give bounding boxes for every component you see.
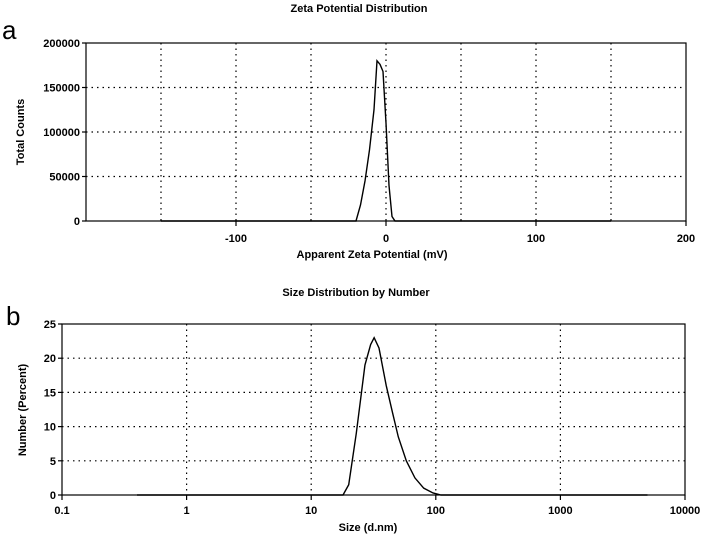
y-tick-label: 50000: [49, 172, 80, 184]
chart-a-title: Zeta Potential Distribution: [291, 3, 428, 15]
x-tick-label: 1: [184, 505, 190, 517]
x-tick-label: 100: [427, 505, 445, 517]
y-tick-label: 25: [44, 319, 56, 331]
y-tick-label: 0: [74, 216, 80, 228]
chart-b-ylabel: Number (Percent): [17, 364, 29, 457]
x-tick-label: 10: [305, 505, 317, 517]
y-tick-label: 100000: [43, 127, 80, 139]
chart-b-grid: [62, 324, 685, 495]
y-tick-label: 150000: [43, 83, 80, 95]
y-tick-label: 5: [50, 456, 56, 468]
chart-b-plot-frame: [61, 323, 686, 496]
chart-a-ylabel: Total Counts: [15, 99, 27, 165]
x-tick-label: 0.1: [54, 505, 69, 517]
chart-a: a Zeta Potential Distribution 0500001000…: [2, 3, 695, 261]
chart-b-title: Size Distribution by Number: [282, 287, 430, 299]
chart-a-y-ticks: 0 50000 100000 150000 200000: [43, 38, 86, 228]
chart-b-xlabel: Size (d.nm): [339, 522, 398, 534]
panel-b-letter: b: [6, 301, 20, 331]
x-tick-label: -100: [225, 233, 247, 245]
y-tick-label: 200000: [43, 38, 80, 50]
chart-a-series-line: [161, 59, 611, 222]
chart-b-series-line: [137, 336, 648, 496]
x-tick-label: 0: [383, 233, 389, 245]
y-tick-label: 10: [44, 422, 56, 434]
y-tick-label: 0: [50, 490, 56, 502]
x-tick-label: 10000: [670, 505, 701, 517]
chart-a-x-ticks: -100 0 100 200: [225, 221, 695, 245]
chart-b: b Size Distribution by Number 0 5 10 15 20 25…: [6, 287, 700, 534]
x-tick-label: 100: [527, 233, 545, 245]
chart-b-y-ticks: 0 5 10 15 20 25: [44, 319, 62, 502]
chart-a-xlabel: Apparent Zeta Potential (mV): [297, 249, 448, 261]
chart-b-x-ticks: 0.1 1 10 100 1000 10000: [54, 495, 700, 517]
x-tick-label: 1000: [548, 505, 572, 517]
y-tick-label: 20: [44, 353, 56, 365]
panel-a-letter: a: [2, 15, 17, 45]
y-tick-label: 15: [44, 387, 56, 399]
x-tick-label: 200: [677, 233, 695, 245]
